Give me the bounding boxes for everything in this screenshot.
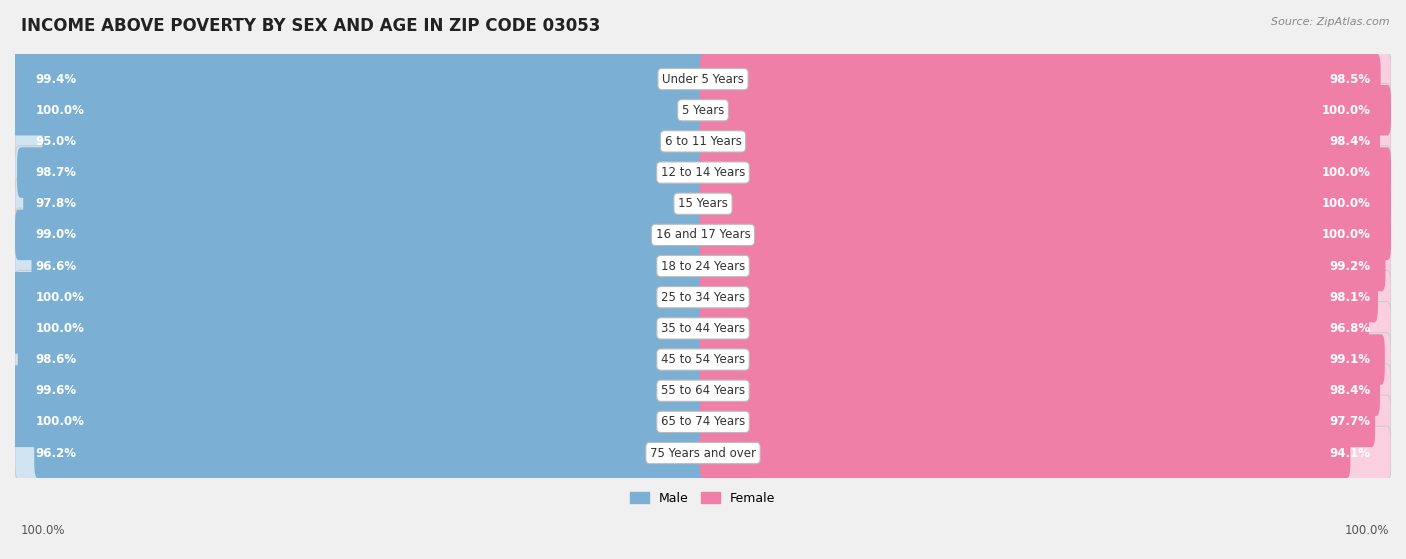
Text: 100.0%: 100.0% [1344, 524, 1389, 537]
Text: 95.0%: 95.0% [35, 135, 77, 148]
Text: 100.0%: 100.0% [35, 415, 84, 428]
Text: 100.0%: 100.0% [1322, 104, 1371, 117]
FancyBboxPatch shape [700, 397, 1375, 447]
FancyBboxPatch shape [15, 83, 706, 137]
Text: 100.0%: 100.0% [35, 104, 84, 117]
FancyBboxPatch shape [13, 54, 706, 105]
Text: 100.0%: 100.0% [1322, 166, 1371, 179]
Text: 75 Years and over: 75 Years and over [650, 447, 756, 459]
Text: 5 Years: 5 Years [682, 104, 724, 117]
FancyBboxPatch shape [700, 85, 1391, 135]
Text: 99.0%: 99.0% [35, 229, 77, 241]
FancyBboxPatch shape [15, 210, 706, 260]
FancyBboxPatch shape [700, 148, 1391, 198]
Text: 99.4%: 99.4% [35, 73, 77, 86]
Text: 97.8%: 97.8% [35, 197, 77, 210]
Text: 65 to 74 Years: 65 to 74 Years [661, 415, 745, 428]
FancyBboxPatch shape [700, 428, 1350, 479]
FancyBboxPatch shape [15, 146, 706, 200]
Text: 98.1%: 98.1% [1329, 291, 1371, 304]
Text: 55 to 64 Years: 55 to 64 Years [661, 384, 745, 397]
FancyBboxPatch shape [700, 239, 1391, 293]
FancyBboxPatch shape [700, 427, 1391, 480]
Text: 45 to 54 Years: 45 to 54 Years [661, 353, 745, 366]
FancyBboxPatch shape [700, 301, 1391, 355]
Text: 99.6%: 99.6% [35, 384, 77, 397]
Text: 96.6%: 96.6% [35, 259, 77, 273]
Text: 96.2%: 96.2% [35, 447, 77, 459]
Text: 98.5%: 98.5% [1329, 73, 1371, 86]
FancyBboxPatch shape [15, 301, 706, 355]
Text: Source: ZipAtlas.com: Source: ZipAtlas.com [1271, 17, 1389, 27]
Text: 98.4%: 98.4% [1329, 135, 1371, 148]
FancyBboxPatch shape [8, 397, 706, 447]
FancyBboxPatch shape [15, 52, 706, 106]
FancyBboxPatch shape [700, 366, 1381, 416]
Text: 16 and 17 Years: 16 and 17 Years [655, 229, 751, 241]
FancyBboxPatch shape [700, 271, 1391, 324]
FancyBboxPatch shape [15, 208, 706, 262]
FancyBboxPatch shape [18, 334, 706, 385]
FancyBboxPatch shape [15, 395, 706, 449]
Text: 25 to 34 Years: 25 to 34 Years [661, 291, 745, 304]
Text: 100.0%: 100.0% [1322, 197, 1371, 210]
FancyBboxPatch shape [8, 303, 706, 354]
Text: 15 Years: 15 Years [678, 197, 728, 210]
FancyBboxPatch shape [700, 334, 1385, 385]
Text: 97.7%: 97.7% [1330, 415, 1371, 428]
Text: 99.1%: 99.1% [1329, 353, 1371, 366]
Text: INCOME ABOVE POVERTY BY SEX AND AGE IN ZIP CODE 03053: INCOME ABOVE POVERTY BY SEX AND AGE IN Z… [21, 17, 600, 35]
Text: Under 5 Years: Under 5 Years [662, 73, 744, 86]
FancyBboxPatch shape [42, 116, 706, 167]
FancyBboxPatch shape [700, 178, 1391, 229]
FancyBboxPatch shape [700, 210, 1391, 260]
FancyBboxPatch shape [700, 333, 1391, 386]
Text: 98.4%: 98.4% [1329, 384, 1371, 397]
FancyBboxPatch shape [15, 427, 706, 480]
FancyBboxPatch shape [700, 115, 1391, 168]
FancyBboxPatch shape [700, 146, 1391, 200]
Text: 98.6%: 98.6% [35, 353, 77, 366]
FancyBboxPatch shape [24, 178, 706, 229]
FancyBboxPatch shape [15, 333, 706, 386]
Text: 100.0%: 100.0% [1322, 229, 1371, 241]
FancyBboxPatch shape [8, 272, 706, 323]
Text: 94.1%: 94.1% [1329, 447, 1371, 459]
FancyBboxPatch shape [15, 271, 706, 324]
FancyBboxPatch shape [700, 272, 1378, 323]
Text: 96.8%: 96.8% [1329, 322, 1371, 335]
Text: 100.0%: 100.0% [35, 322, 84, 335]
FancyBboxPatch shape [17, 148, 706, 198]
FancyBboxPatch shape [15, 115, 706, 168]
Text: 98.7%: 98.7% [35, 166, 77, 179]
FancyBboxPatch shape [8, 85, 706, 135]
FancyBboxPatch shape [700, 208, 1391, 262]
FancyBboxPatch shape [700, 54, 1381, 105]
FancyBboxPatch shape [15, 177, 706, 230]
FancyBboxPatch shape [700, 241, 1385, 291]
FancyBboxPatch shape [15, 239, 706, 293]
Text: 35 to 44 Years: 35 to 44 Years [661, 322, 745, 335]
FancyBboxPatch shape [700, 52, 1391, 106]
Text: 99.2%: 99.2% [1329, 259, 1371, 273]
Text: 100.0%: 100.0% [21, 524, 66, 537]
Text: 6 to 11 Years: 6 to 11 Years [665, 135, 741, 148]
FancyBboxPatch shape [15, 364, 706, 418]
Text: 18 to 24 Years: 18 to 24 Years [661, 259, 745, 273]
FancyBboxPatch shape [11, 366, 706, 416]
FancyBboxPatch shape [700, 364, 1391, 418]
Legend: Male, Female: Male, Female [626, 487, 780, 510]
FancyBboxPatch shape [31, 241, 706, 291]
Text: 12 to 14 Years: 12 to 14 Years [661, 166, 745, 179]
FancyBboxPatch shape [700, 83, 1391, 137]
FancyBboxPatch shape [700, 303, 1369, 354]
FancyBboxPatch shape [700, 116, 1381, 167]
FancyBboxPatch shape [700, 395, 1391, 449]
Text: 100.0%: 100.0% [35, 291, 84, 304]
FancyBboxPatch shape [34, 428, 706, 479]
FancyBboxPatch shape [700, 177, 1391, 230]
